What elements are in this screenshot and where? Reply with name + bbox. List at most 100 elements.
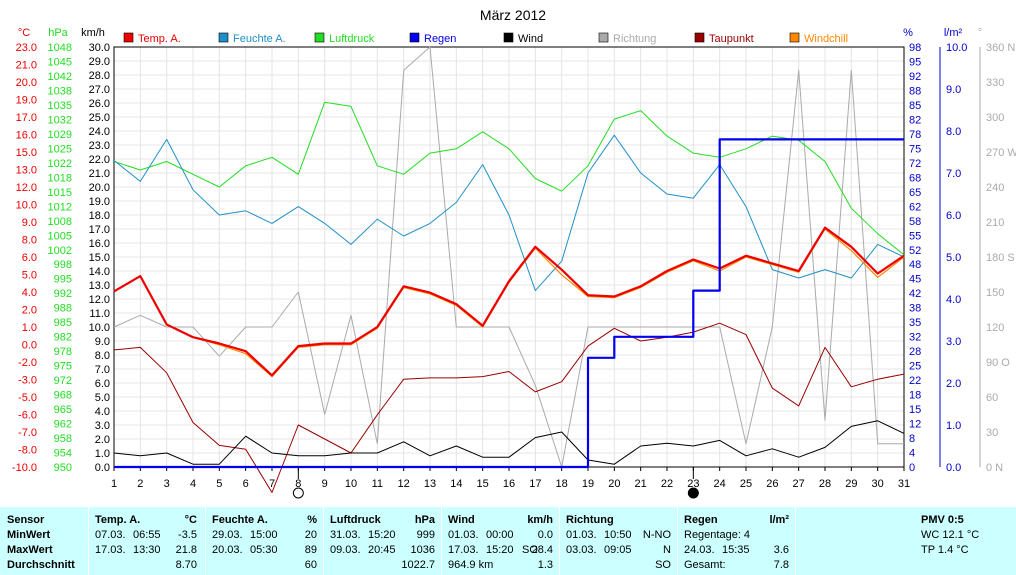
series-line bbox=[113, 134, 905, 292]
x-tick-label: 28 bbox=[819, 478, 831, 490]
rain-tick-label: 2.0 bbox=[946, 378, 961, 390]
humidity-tick-label: 68 bbox=[909, 172, 921, 184]
temp-tick-label: 15.0 bbox=[16, 147, 37, 159]
x-tick-label: 20 bbox=[608, 478, 620, 490]
x-tick-label: 21 bbox=[635, 478, 647, 490]
pressure-tick-label: 962 bbox=[54, 419, 72, 431]
wind-min-date: 01.03. bbox=[448, 529, 479, 541]
x-tick-label: 30 bbox=[872, 478, 884, 490]
pressure-tick-label: 992 bbox=[54, 288, 72, 300]
x-tick-label: 19 bbox=[582, 478, 594, 490]
humidity-tick-label: 88 bbox=[909, 85, 921, 97]
direction-tick-label: 150 bbox=[986, 287, 1004, 299]
temp-tick-label: 23.0 bbox=[16, 42, 37, 54]
stats-pmv-column: PMV 0:5 WC 12.1 °C TP 1.4 °C bbox=[795, 507, 1016, 575]
rain-tick-label: 1.0 bbox=[946, 420, 961, 432]
humidity-tick-label: 78 bbox=[909, 129, 921, 141]
temp-avg-value: 8.70 bbox=[175, 559, 197, 571]
legend-label: Taupunkt bbox=[709, 33, 754, 45]
humidity-tick-label: 92 bbox=[909, 71, 921, 83]
humidity-tick-label: 82 bbox=[909, 114, 921, 126]
legend-label: Windchill bbox=[804, 33, 848, 45]
rain-total-value: 7.8 bbox=[773, 559, 789, 571]
durchschnitt-label: Durchschnitt bbox=[7, 559, 75, 571]
legend-swatch bbox=[314, 32, 325, 43]
rain-tick-label: 8.0 bbox=[946, 126, 961, 138]
series-line bbox=[113, 46, 904, 468]
pressure-tick-label: 1015 bbox=[48, 187, 72, 199]
full-moon-icon bbox=[292, 487, 304, 499]
series-line bbox=[113, 226, 905, 377]
temp-tick-label: 13.0 bbox=[16, 165, 37, 177]
pressure-tick-label: 1035 bbox=[48, 100, 72, 112]
humidity-max-time: 05:30 bbox=[250, 544, 278, 556]
temp-tick-label: -7.0 bbox=[18, 427, 37, 439]
humidity-tick-label: 38 bbox=[909, 303, 921, 315]
humidity-tick-label: 8 bbox=[909, 433, 915, 445]
humidity-tick-label: 32 bbox=[909, 332, 921, 344]
temp-tick-label: 21.0 bbox=[16, 60, 37, 72]
x-tick-label: 23 bbox=[687, 478, 699, 490]
x-tick-label: 3 bbox=[164, 478, 170, 490]
humidity-tick-label: 35 bbox=[909, 317, 921, 329]
humidity-tick-label: 25 bbox=[909, 361, 921, 373]
wind-tick-label: 17.0 bbox=[89, 224, 110, 236]
temp-tick-label: 17.0 bbox=[16, 112, 37, 124]
legend-label: Luftdruck bbox=[329, 33, 375, 45]
pressure-tick-label: 968 bbox=[54, 390, 72, 402]
temp-unit: °C bbox=[184, 514, 197, 526]
direction-axis-unit: ° bbox=[978, 27, 982, 39]
pressure-tick-label: 1038 bbox=[48, 85, 72, 97]
x-tick-label: 24 bbox=[714, 478, 726, 490]
humidity-tick-label: 85 bbox=[909, 100, 921, 112]
legend-label: Regen bbox=[424, 33, 456, 45]
wind-tick-label: 6.0 bbox=[95, 378, 110, 390]
rain-tick-label: 5.0 bbox=[946, 252, 961, 264]
humidity-tick-label: 48 bbox=[909, 259, 921, 271]
humidity-tick-label: 28 bbox=[909, 346, 921, 358]
legend-label: Wind bbox=[518, 33, 543, 45]
wind-tick-label: 28.0 bbox=[89, 70, 110, 82]
new-moon-icon bbox=[687, 487, 699, 499]
wind-tick-label: 16.0 bbox=[89, 238, 110, 250]
temp-tick-label: 9.0 bbox=[22, 217, 37, 229]
pressure-tick-label: 975 bbox=[54, 361, 72, 373]
direction-tick-label: 210 bbox=[986, 217, 1004, 229]
pressure-unit: hPa bbox=[414, 514, 435, 526]
x-tick-label: 22 bbox=[661, 478, 673, 490]
temp-min-time: 06:55 bbox=[133, 529, 161, 541]
wind-tick-label: 8.0 bbox=[95, 350, 110, 362]
pressure-tick-label: 982 bbox=[54, 332, 72, 344]
wind-tick-label: 9.0 bbox=[95, 336, 110, 348]
legend-label: Feuchte A. bbox=[233, 33, 286, 45]
temp-tick-label: -8.0 bbox=[18, 445, 37, 457]
humidity-unit: % bbox=[307, 514, 317, 526]
wind-avg-value: 1.3 bbox=[537, 559, 553, 571]
humidity-tick-label: 62 bbox=[909, 201, 921, 213]
series-line bbox=[114, 138, 904, 469]
wind-tick-label: 10.0 bbox=[89, 322, 110, 334]
pressure-tick-label: 1008 bbox=[48, 216, 72, 228]
minwert-label: MinWert bbox=[7, 529, 51, 541]
direction-avg-value: SO bbox=[655, 559, 671, 571]
temp-tick-label: 4.0 bbox=[22, 287, 37, 299]
statistics-panel: Sensor MinWert MaxWert Durchschnitt Temp… bbox=[0, 507, 1016, 575]
humidity-avg-value: 60 bbox=[304, 559, 317, 571]
pmv-dewpoint: TP 1.4 °C bbox=[921, 544, 969, 556]
temp-tick-label: 2.0 bbox=[22, 305, 37, 317]
pressure-min-date: 31.03. bbox=[330, 529, 361, 541]
series-line bbox=[113, 322, 905, 493]
humidity-max-value: 89 bbox=[304, 544, 317, 556]
pressure-tick-label: 1032 bbox=[48, 114, 72, 126]
temp-tick-label: -5.0 bbox=[18, 392, 37, 404]
rain-unit: l/m² bbox=[769, 514, 789, 526]
x-tick-label: 29 bbox=[845, 478, 857, 490]
direction-tick-label: 240 bbox=[986, 182, 1004, 194]
temp-tick-label: 12.0 bbox=[16, 182, 37, 194]
stats-wind-column: Wind km/h 01.03. 00:00 0.0 17.03. 15:20 SO 28.… bbox=[441, 507, 559, 575]
direction-max-time: 09:05 bbox=[604, 544, 632, 556]
direction-header: Richtung bbox=[566, 514, 614, 526]
wind-tick-label: 13.0 bbox=[89, 280, 110, 292]
chart-title: März 2012 bbox=[480, 7, 546, 23]
legend-swatch bbox=[694, 32, 705, 43]
